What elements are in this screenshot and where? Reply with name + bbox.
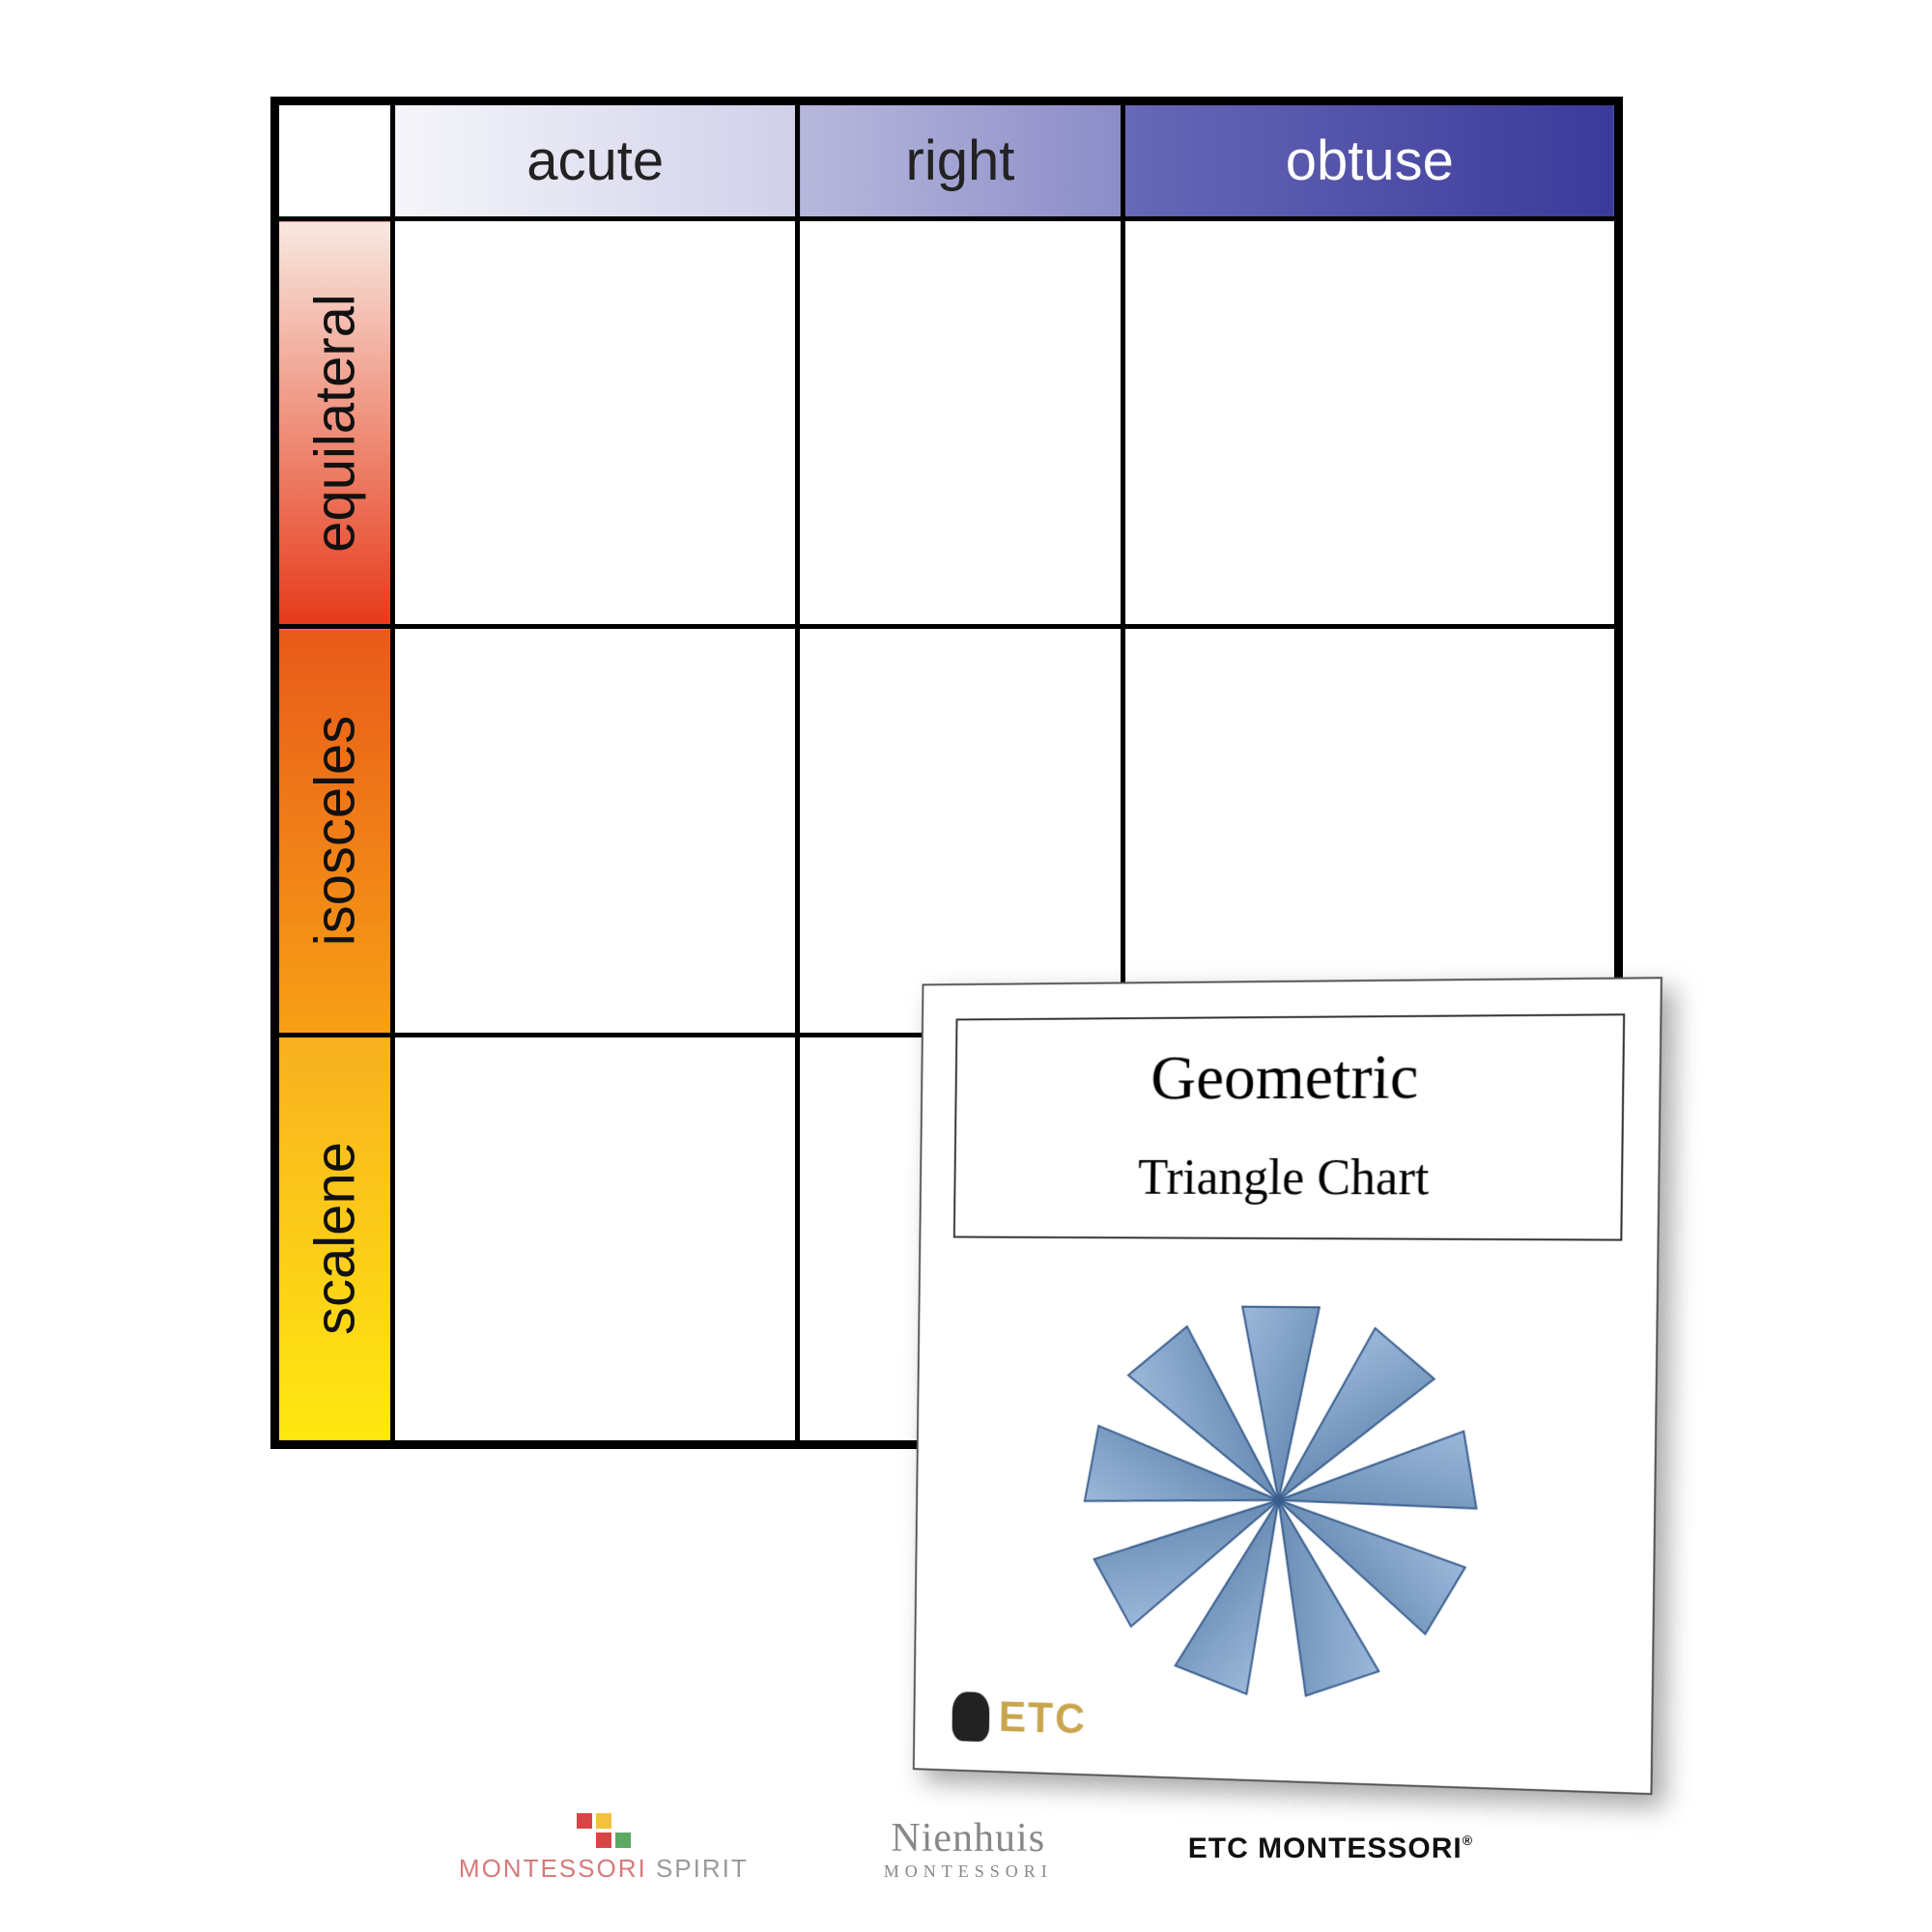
cell-isosceles-obtuse: [1122, 627, 1616, 1035]
cell-equilateral-right: [798, 219, 1122, 627]
card-title-box: Geometric Triangle Chart: [953, 1013, 1625, 1240]
triangle-wheel-svg: [1020, 1276, 1544, 1711]
etc-silhouette-icon: [952, 1691, 989, 1742]
row-label: scalene: [302, 1142, 367, 1335]
row-header-equilateral: equilateral: [277, 219, 393, 627]
montessori-spirit-logo: MONTESSORI SPIRIT: [459, 1813, 749, 1884]
logo3-brand: ETC MONTESSORI: [1188, 1833, 1463, 1864]
etc-montessori-logo: ETC MONTESSORI®: [1188, 1833, 1473, 1865]
corner-cell: [277, 103, 393, 219]
cell-scalene-acute: [393, 1035, 798, 1442]
logo1-brand: MONTESSORI: [459, 1854, 647, 1883]
cell-equilateral-obtuse: [1122, 219, 1616, 627]
row-header-scalene: scalene: [277, 1035, 393, 1442]
card-title-line2: Triangle Chart: [974, 1150, 1601, 1208]
row-label: equilateral: [302, 294, 367, 553]
cell-equilateral-acute: [393, 219, 798, 627]
col-header-right: right: [798, 103, 1122, 219]
col-header-obtuse: obtuse: [1122, 103, 1616, 219]
logo1-blocks-icon: [577, 1813, 631, 1848]
nienhuis-logo: Nienhuis MONTESSORI: [884, 1815, 1053, 1882]
logo3-reg: ®: [1463, 1833, 1473, 1848]
etc-logo-text: ETC: [999, 1693, 1088, 1744]
logo2-sub: MONTESSORI: [884, 1861, 1053, 1882]
triangle-wheel: [1021, 1276, 1545, 1691]
logo2-brand: Nienhuis: [884, 1815, 1053, 1861]
overlay-cover-card: Geometric Triangle Chart ETC: [913, 977, 1662, 1795]
logo1-text: MONTESSORI SPIRIT: [459, 1854, 749, 1884]
footer-logos: MONTESSORI SPIRIT Nienhuis MONTESSORI ET…: [0, 1813, 1932, 1884]
cell-isosceles-right: [798, 627, 1122, 1035]
row-label: isosceles: [302, 716, 367, 947]
col-header-acute: acute: [393, 103, 798, 219]
logo1-sub: SPIRIT: [656, 1854, 749, 1883]
etc-logo: ETC: [952, 1691, 1087, 1746]
cell-isosceles-acute: [393, 627, 798, 1035]
card-title-line1: Geometric: [975, 1039, 1603, 1116]
row-header-isosceles: isosceles: [277, 627, 393, 1035]
